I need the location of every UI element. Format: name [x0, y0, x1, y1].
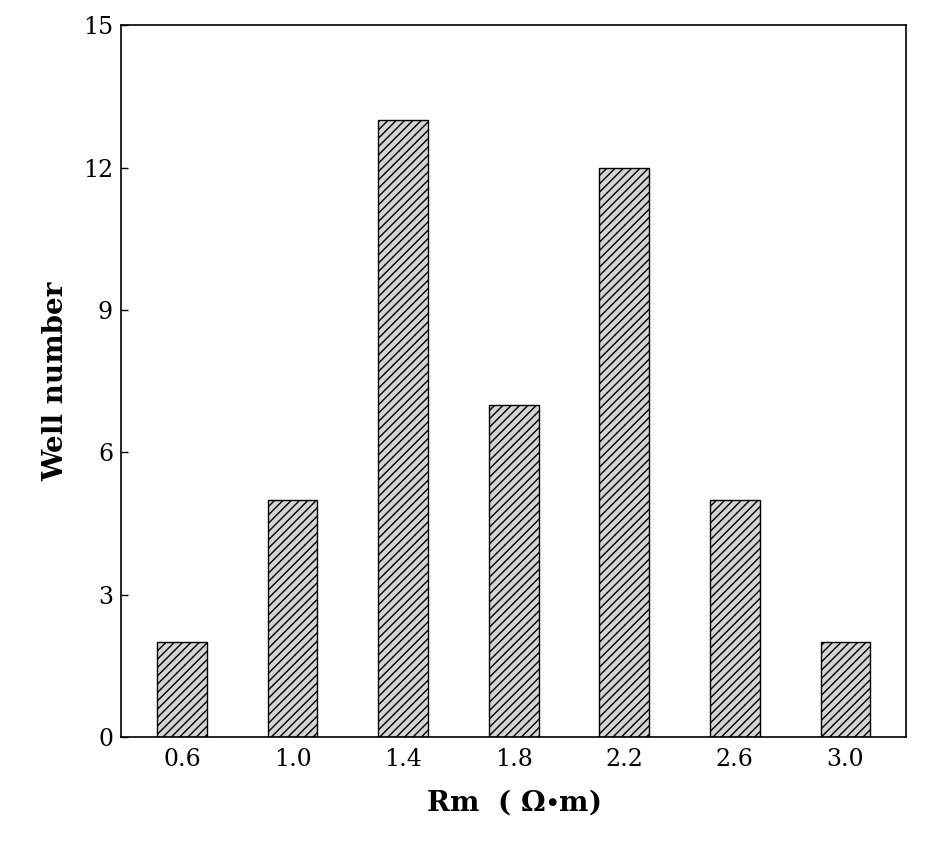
Bar: [268, 500, 318, 737]
Bar: [821, 642, 870, 737]
Y-axis label: Well number: Well number: [42, 281, 69, 481]
Bar: [157, 642, 206, 737]
Bar: [488, 405, 539, 737]
Bar: [378, 120, 428, 737]
X-axis label: Rm  ( $\mathbf{\Omega}$$\bullet$m): Rm ( $\mathbf{\Omega}$$\bullet$m): [427, 788, 601, 817]
Bar: [600, 168, 649, 737]
Bar: [710, 500, 759, 737]
